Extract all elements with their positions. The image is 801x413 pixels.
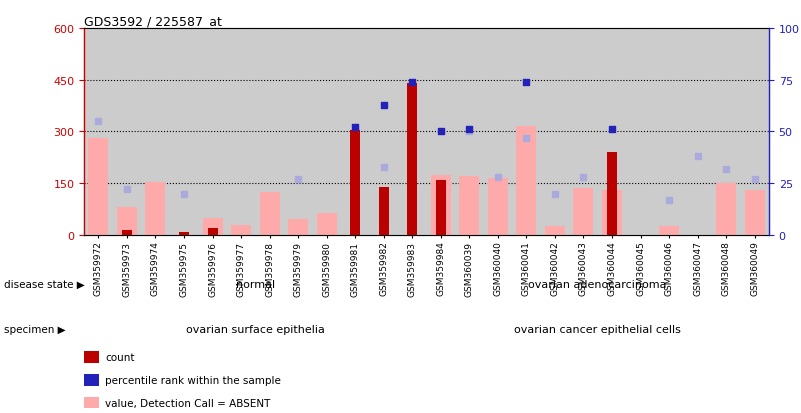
FancyBboxPatch shape <box>84 29 113 235</box>
Bar <box>88 139 108 235</box>
FancyBboxPatch shape <box>141 29 170 235</box>
Text: value, Detection Call = ABSENT: value, Detection Call = ABSENT <box>105 398 270 408</box>
Bar <box>607 153 617 235</box>
Text: ovarian surface epithelia: ovarian surface epithelia <box>186 324 324 335</box>
Text: ovarian adenocarcinoma: ovarian adenocarcinoma <box>529 279 667 289</box>
Point <box>120 187 133 193</box>
FancyBboxPatch shape <box>256 29 284 235</box>
Point <box>520 135 533 142</box>
Text: count: count <box>105 352 135 362</box>
Bar <box>517 127 537 235</box>
FancyBboxPatch shape <box>455 29 484 235</box>
Text: GDS3592 / 225587_at: GDS3592 / 225587_at <box>84 15 222 28</box>
Bar <box>231 225 251 235</box>
Point <box>377 164 390 171</box>
Bar <box>436 180 446 235</box>
Text: percentile rank within the sample: percentile rank within the sample <box>105 375 281 385</box>
Text: ovarian cancer epithelial cells: ovarian cancer epithelial cells <box>514 324 681 335</box>
FancyBboxPatch shape <box>541 29 570 235</box>
FancyBboxPatch shape <box>369 29 398 235</box>
Point <box>434 129 447 135</box>
FancyBboxPatch shape <box>113 29 141 235</box>
FancyBboxPatch shape <box>512 29 541 235</box>
Point <box>549 191 562 197</box>
FancyBboxPatch shape <box>284 29 312 235</box>
Bar <box>350 131 360 235</box>
Bar <box>459 177 479 235</box>
Bar <box>207 228 218 235</box>
Point <box>348 125 361 131</box>
Point <box>748 176 761 183</box>
Bar <box>745 191 765 235</box>
FancyBboxPatch shape <box>626 29 654 235</box>
Point <box>463 127 476 133</box>
Bar <box>431 175 451 235</box>
Point <box>406 79 419 86</box>
FancyBboxPatch shape <box>683 29 712 235</box>
Bar <box>146 182 166 235</box>
Bar <box>179 232 189 235</box>
Point <box>577 174 590 181</box>
FancyBboxPatch shape <box>484 29 512 235</box>
Point <box>520 79 533 86</box>
Bar <box>260 192 280 235</box>
FancyBboxPatch shape <box>312 29 341 235</box>
FancyBboxPatch shape <box>740 29 769 235</box>
FancyBboxPatch shape <box>712 29 740 235</box>
Bar <box>716 184 736 235</box>
Bar <box>659 227 679 235</box>
FancyBboxPatch shape <box>341 29 369 235</box>
Bar <box>122 230 132 235</box>
Point <box>377 102 390 109</box>
FancyBboxPatch shape <box>654 29 683 235</box>
Bar <box>379 187 388 235</box>
Text: normal: normal <box>235 279 275 289</box>
Point <box>606 127 618 133</box>
Point <box>691 154 704 160</box>
Point <box>178 191 191 197</box>
Bar <box>407 84 417 235</box>
Bar <box>574 189 594 235</box>
FancyBboxPatch shape <box>227 29 256 235</box>
Point <box>463 129 476 135</box>
Bar <box>488 178 508 235</box>
Bar <box>602 191 622 235</box>
Bar <box>203 218 223 235</box>
Point <box>662 197 675 204</box>
Bar <box>117 208 137 235</box>
FancyBboxPatch shape <box>570 29 598 235</box>
Bar <box>316 213 336 235</box>
Text: specimen ▶: specimen ▶ <box>4 324 66 335</box>
Point <box>92 119 105 125</box>
Bar <box>545 227 565 235</box>
Bar <box>288 220 308 235</box>
FancyBboxPatch shape <box>199 29 227 235</box>
Point <box>492 174 505 181</box>
Text: disease state ▶: disease state ▶ <box>4 279 85 289</box>
Point <box>720 166 733 173</box>
FancyBboxPatch shape <box>426 29 455 235</box>
FancyBboxPatch shape <box>170 29 199 235</box>
FancyBboxPatch shape <box>598 29 626 235</box>
Point <box>292 176 304 183</box>
FancyBboxPatch shape <box>398 29 426 235</box>
